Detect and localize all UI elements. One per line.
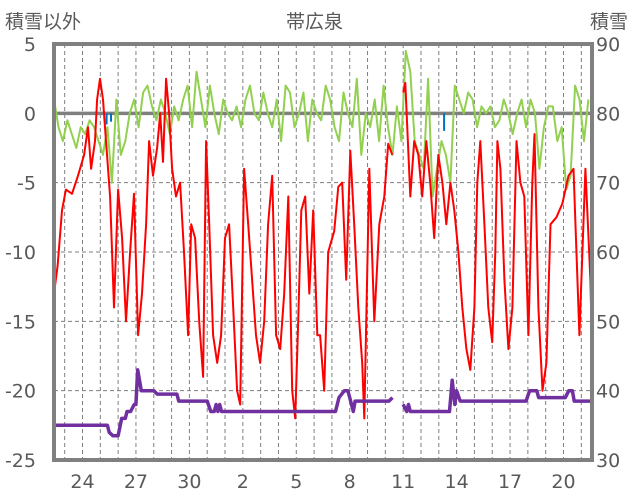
- x-tick-label: 2: [237, 471, 249, 493]
- left-tick-label: -25: [5, 450, 36, 472]
- x-tick-label: 27: [124, 471, 148, 493]
- left-tick-label: -20: [5, 381, 36, 403]
- series-line-1: [53, 77, 394, 420]
- right-tick-label: 80: [596, 103, 620, 125]
- left-tick-label: 0: [24, 103, 36, 125]
- left-tick-label: 5: [24, 34, 36, 56]
- left-tick-label: -10: [5, 242, 36, 264]
- x-tick-label: 14: [445, 471, 469, 493]
- series-line-3: [54, 368, 394, 438]
- left-axis-title: 積雪以外: [5, 11, 82, 33]
- right-axis-title: 積雪: [590, 11, 629, 33]
- right-tick-label: 30: [596, 450, 620, 472]
- x-tick-label: 11: [391, 471, 415, 493]
- x-tick-label: 5: [290, 471, 302, 493]
- right-tick-label: 90: [596, 34, 620, 56]
- right-tick-label: 60: [596, 242, 620, 264]
- x-tick-label: 30: [177, 471, 201, 493]
- series-line-1: [402, 81, 594, 392]
- left-tick-label: -15: [5, 311, 36, 333]
- series-line-0: [53, 49, 590, 198]
- plot-border: [52, 42, 594, 462]
- right-tick-label: 50: [596, 311, 620, 333]
- x-tick-label: 24: [70, 471, 94, 493]
- x-tick-label: 8: [344, 471, 356, 493]
- series-line-2: [443, 113, 446, 131]
- right-tick-label: 40: [596, 381, 620, 403]
- chart-title: 帯広泉: [286, 11, 344, 33]
- left-tick-label: -5: [17, 173, 36, 195]
- right-tick-label: 70: [596, 173, 620, 195]
- series-line-3: [401, 378, 592, 414]
- x-tick-label: 20: [551, 471, 575, 493]
- x-tick-label: 17: [498, 471, 522, 493]
